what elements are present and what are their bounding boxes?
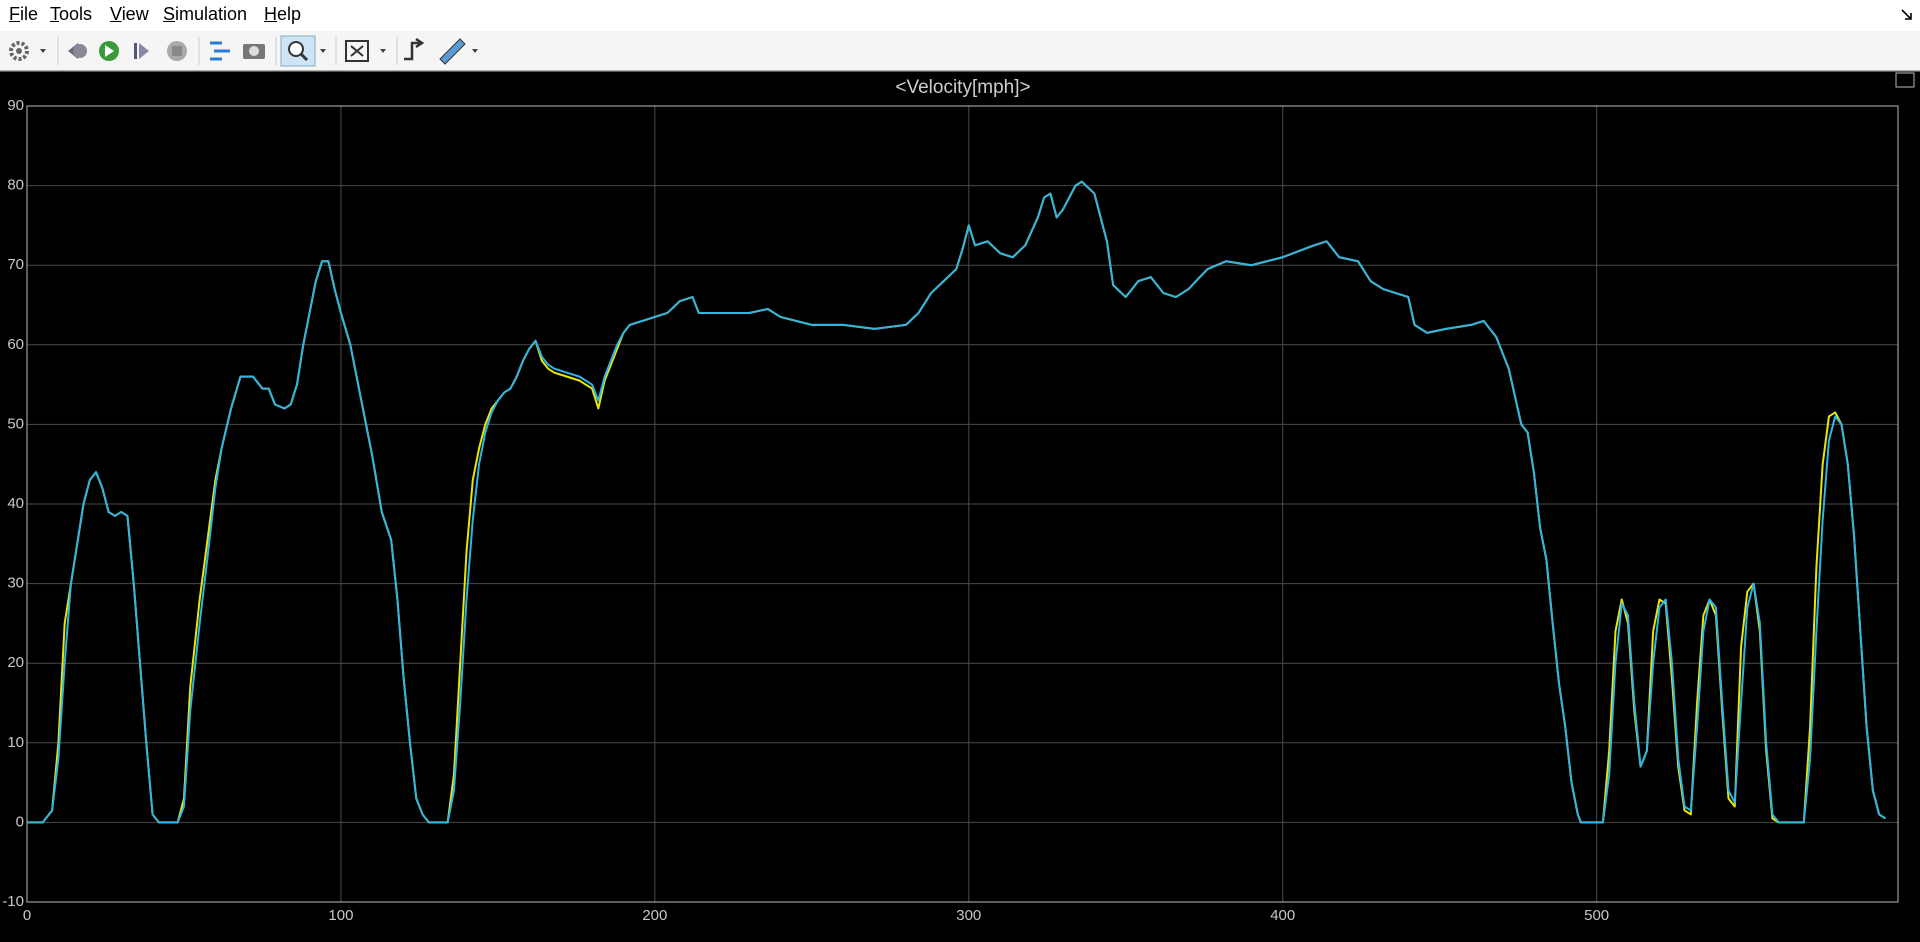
settings-button[interactable] (9, 41, 46, 61)
menu-item[interactable]: Help (264, 4, 302, 24)
dock-icon[interactable] (1895, 72, 1915, 88)
y-tick-label: 80 (7, 177, 24, 194)
snapshot-button[interactable] (243, 44, 265, 59)
x-tick-label: 500 (1584, 907, 1609, 924)
menu-item[interactable]: Tools (50, 4, 93, 24)
y-tick-label: 0 (16, 813, 24, 830)
y-tick-label: -10 (2, 893, 24, 910)
stop-button[interactable] (167, 41, 187, 61)
y-tick-label: 50 (7, 415, 24, 432)
trigger-button[interactable] (404, 37, 425, 61)
step-forward-button[interactable] (134, 43, 149, 59)
autoscale-button[interactable] (345, 40, 386, 62)
y-tick-label: 70 (7, 256, 24, 273)
toolbar-icons (9, 35, 478, 67)
y-tick-label: 30 (7, 575, 24, 592)
menu-item[interactable]: View (110, 4, 149, 24)
run-button[interactable] (99, 41, 119, 61)
undock-icon[interactable] (1900, 8, 1914, 22)
toolbar (0, 31, 1920, 71)
y-tick-label: 40 (7, 495, 24, 512)
plot-frame (26, 105, 1899, 903)
x-tick-label: 400 (1270, 907, 1295, 924)
step-back-button[interactable] (68, 43, 87, 59)
y-tick-label: 10 (7, 734, 24, 751)
menu-item[interactable]: Simulation (163, 4, 248, 24)
measure-button[interactable] (439, 38, 478, 65)
scope-panel: <Velocity[mph]> -10 0 10 20 30 40 50 60 70 80 90 0 1… (0, 71, 1920, 937)
y-tick-label: 90 (7, 97, 24, 114)
y-tick-label: 20 (7, 654, 24, 671)
x-tick-label: 100 (328, 907, 353, 924)
highlight-button[interactable] (210, 41, 230, 61)
chart-title: <Velocity[mph]> (895, 77, 1030, 98)
x-tick-label: 0 (23, 907, 31, 924)
menu-bar: File Tools View Simulation Help (0, 0, 1920, 31)
x-tick-label: 200 (642, 907, 667, 924)
x-tick-label: 300 (956, 907, 981, 924)
zoom-button[interactable] (280, 35, 326, 67)
series-line (27, 180, 1886, 824)
y-tick-label: 60 (7, 336, 24, 353)
menu-item[interactable]: File (9, 4, 39, 24)
